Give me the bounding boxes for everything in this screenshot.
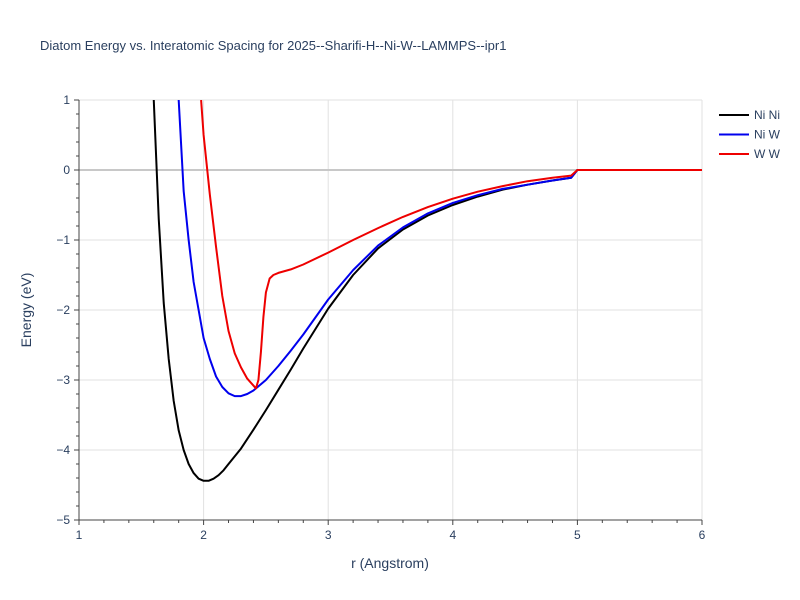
y-tick-label: −5 <box>56 513 70 527</box>
series-line-ni-w <box>177 100 702 398</box>
series-line-w-w <box>200 100 702 390</box>
x-tick-label: 2 <box>200 528 207 542</box>
x-tick-label: 1 <box>76 528 83 542</box>
y-tick-label: −2 <box>56 303 70 317</box>
legend-label-ni-ni: Ni Ni <box>754 108 780 122</box>
y-tick-label: 0 <box>63 163 70 177</box>
x-tick-label: 3 <box>325 528 332 542</box>
axis-ticks: 1 2 3 4 5 6 −5 −4 −3 −2 −1 0 1 <box>56 93 705 542</box>
x-tick-label: 5 <box>574 528 581 542</box>
y-tick-label: −3 <box>56 373 70 387</box>
series-lines <box>152 100 702 482</box>
y-tick-label: −4 <box>56 443 70 457</box>
y-tick-label: 1 <box>63 93 70 107</box>
x-tick-label: 4 <box>449 528 456 542</box>
legend-label-w-w: W W <box>754 147 781 161</box>
y-axis-title: Energy (eV) <box>18 273 34 348</box>
x-tick-label: 6 <box>699 528 706 542</box>
legend-label-ni-w: Ni W <box>754 128 781 142</box>
chart-title: Diatom Energy vs. Interatomic Spacing fo… <box>40 38 506 53</box>
y-tick-label: −1 <box>56 233 70 247</box>
legend: Ni Ni Ni W W W <box>719 108 781 161</box>
x-axis-title: r (Angstrom) <box>351 555 429 571</box>
